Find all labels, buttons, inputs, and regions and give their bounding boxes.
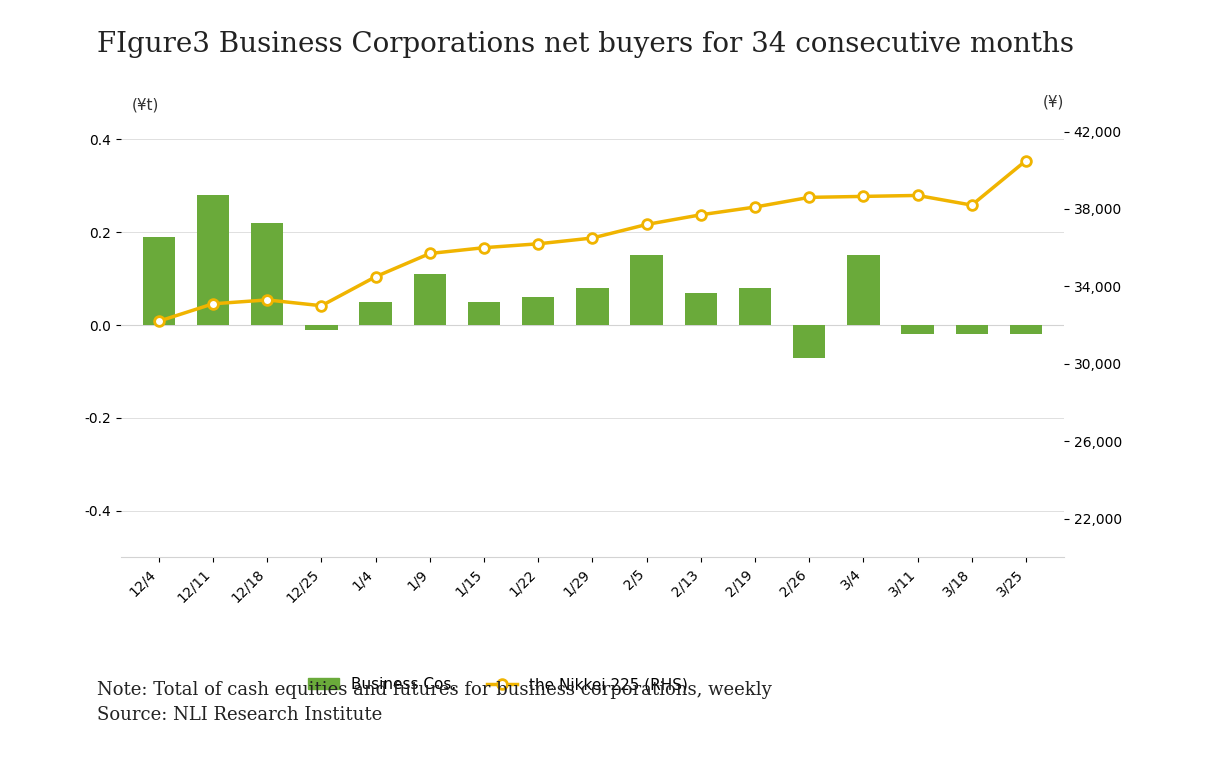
Bar xyxy=(468,302,501,325)
Bar xyxy=(902,325,933,334)
Bar xyxy=(359,302,392,325)
Bar xyxy=(413,274,446,325)
Bar xyxy=(739,288,771,325)
Bar xyxy=(522,297,555,325)
Bar xyxy=(955,325,988,334)
Bar xyxy=(305,325,337,330)
Bar xyxy=(848,255,880,325)
Bar xyxy=(793,325,826,358)
Text: Note: Total of cash equities and futures for business corporations, weekly
Sourc: Note: Total of cash equities and futures… xyxy=(97,681,771,724)
Text: (¥): (¥) xyxy=(1042,94,1064,110)
Text: FIgure3 Business Corporations net buyers for 34 consecutive months: FIgure3 Business Corporations net buyers… xyxy=(97,31,1074,58)
Bar xyxy=(143,237,175,325)
Bar xyxy=(197,195,230,325)
Bar xyxy=(684,293,717,325)
Bar xyxy=(1010,325,1042,334)
Legend: Business Cos., the Nikkei 225 (RHS): Business Cos., the Nikkei 225 (RHS) xyxy=(302,671,694,698)
Bar xyxy=(577,288,608,325)
Bar xyxy=(630,255,663,325)
Bar xyxy=(251,223,283,325)
Text: (¥t): (¥t) xyxy=(132,98,160,112)
